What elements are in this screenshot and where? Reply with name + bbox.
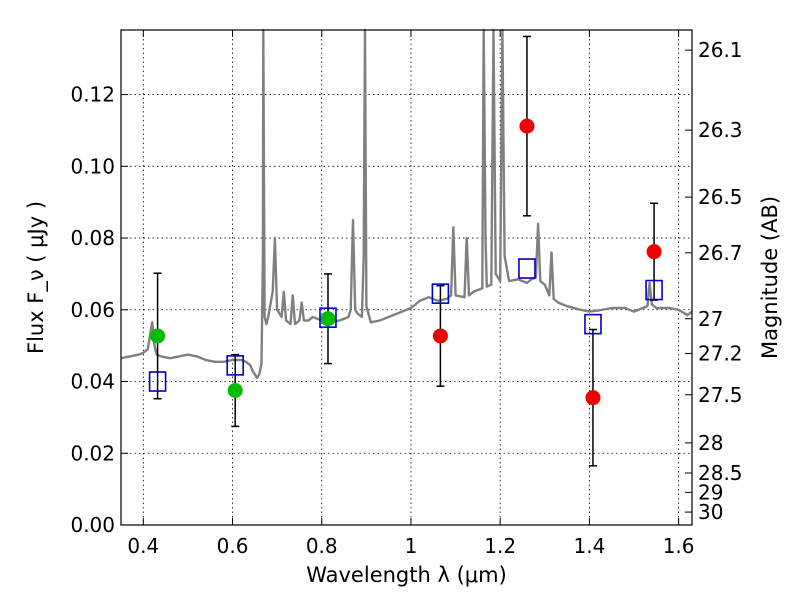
right-tick-label: 27.5: [698, 383, 743, 407]
observed-flux-red-marker: [519, 118, 535, 134]
observed-flux-green-marker: [150, 328, 166, 344]
model-flux-marker: [319, 307, 337, 328]
model-flux-marker: [518, 258, 536, 279]
model-flux-marker: [645, 279, 663, 301]
x-axis-title: Wavelength λ (μm): [306, 563, 507, 587]
right-tick-label: 29: [698, 480, 723, 504]
x-tick-label: 0.8: [306, 534, 338, 558]
x-tick-label: 1.4: [573, 534, 605, 558]
y-axis-title: Flux F_ν ( μJy ): [24, 201, 49, 354]
x-tick-label: 0.4: [127, 534, 159, 558]
observed-flux-green-marker: [320, 311, 336, 327]
right-tick-label: 27: [698, 307, 723, 331]
right-tick-label: 26.3: [698, 118, 743, 142]
right-tick-label: 26.5: [698, 185, 743, 209]
model-flux-marker: [226, 355, 244, 376]
observed-flux-red-marker: [646, 244, 662, 260]
right-tick-label: 26.1: [698, 38, 743, 62]
right-axis-title: Magnitude (AB): [758, 196, 782, 359]
x-tick-label: 1.6: [663, 534, 695, 558]
right-tick-label: 28.5: [698, 461, 743, 485]
observed-flux-red-marker: [585, 390, 601, 406]
marker-layer: [148, 118, 663, 406]
right-tick-label: 28: [698, 431, 723, 455]
right-tick-label: 30: [698, 500, 723, 524]
y-tick-label: 0.02: [70, 441, 115, 465]
tick-layer: 0.4 0.6 0.8 1 1.2 1.4 1.6 0.00 0.02 0.04 0.06 0.08 0…: [70, 30, 743, 558]
y-tick-label: 0.12: [70, 83, 115, 107]
plot-frame: [120, 29, 693, 526]
y-tick-label: 0.00: [70, 513, 115, 537]
model-flux-marker: [584, 313, 602, 335]
right-tick-label: 27.2: [698, 342, 743, 366]
right-tick-label: 26.7: [698, 241, 743, 265]
model-flux-marker: [148, 371, 167, 392]
x-tick-label: 1.2: [484, 534, 516, 558]
y-tick-label: 0.06: [70, 298, 115, 322]
observed-flux-red-marker: [432, 328, 448, 344]
observed-flux-green-marker: [227, 382, 243, 398]
y-tick-label: 0.08: [70, 226, 115, 250]
model-flux-marker: [431, 283, 450, 304]
y-tick-label: 0.10: [70, 154, 115, 178]
x-tick-label: 1: [405, 534, 418, 558]
x-tick-label: 0.6: [217, 534, 249, 558]
y-tick-label: 0.04: [70, 370, 115, 394]
